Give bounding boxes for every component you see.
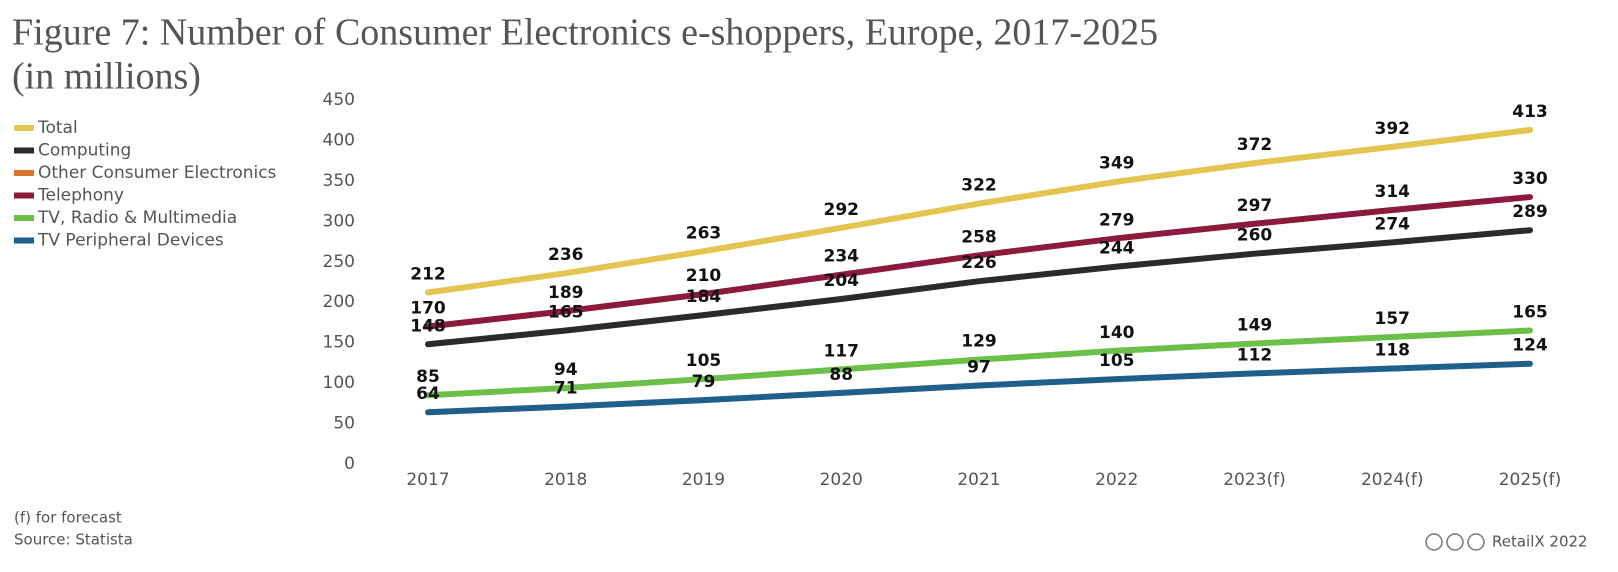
data-label: 263 [686, 223, 722, 243]
data-label: 372 [1237, 135, 1273, 155]
data-label: 279 [1099, 210, 1135, 230]
data-label: 260 [1237, 226, 1273, 246]
legend-swatch [14, 170, 34, 176]
data-label: 129 [961, 332, 997, 352]
series-line [425, 327, 1533, 399]
source: Source: Statista [14, 531, 133, 549]
data-label: 105 [1099, 351, 1135, 371]
y-tick-label: 400 [323, 130, 355, 150]
data-label: 88 [829, 365, 853, 385]
y-tick-label: 50 [333, 414, 355, 434]
x-tick-label: 2019 [682, 470, 725, 490]
x-tick-label: 2023(f) [1223, 470, 1286, 490]
data-label: 140 [1099, 323, 1135, 343]
data-label: 124 [1512, 336, 1548, 356]
data-label: 148 [410, 316, 446, 336]
data-label: 97 [967, 358, 991, 378]
data-label: 184 [686, 287, 722, 307]
legend-label: TV Peripheral Devices [37, 231, 224, 251]
y-tick-label: 150 [323, 333, 355, 353]
legend-swatch [14, 125, 34, 131]
data-label: 330 [1512, 169, 1548, 189]
data-label: 258 [961, 227, 997, 247]
data-label: 79 [692, 372, 716, 392]
y-tick-label: 200 [323, 292, 355, 312]
data-label: 94 [554, 360, 578, 380]
legend-label: TV, Radio & Multimedia [37, 208, 237, 228]
legend-swatch [14, 215, 34, 221]
data-label: 274 [1375, 214, 1411, 234]
data-label: 226 [961, 253, 997, 273]
legend-swatch [14, 237, 34, 244]
data-label: 210 [686, 266, 722, 286]
data-label: 236 [548, 245, 584, 265]
x-tick-label: 2021 [957, 470, 1000, 490]
legend-label: Computing [38, 141, 131, 161]
data-label: 118 [1375, 341, 1411, 361]
legend-label: Other Consumer Electronics [38, 163, 277, 183]
credit: RetailX 2022 [1492, 533, 1588, 551]
y-tick-label: 300 [323, 211, 355, 231]
data-label: 392 [1375, 119, 1411, 139]
data-label: 149 [1237, 315, 1273, 335]
cc-icons [1425, 533, 1485, 551]
x-tick-label: 2017 [406, 470, 449, 490]
data-label: 105 [686, 351, 722, 371]
x-tick-label: 2024(f) [1361, 470, 1424, 490]
y-tick-label: 100 [323, 373, 355, 393]
data-label: 289 [1512, 202, 1548, 222]
data-label: 244 [1099, 239, 1135, 259]
legend-swatch [14, 147, 34, 154]
y-tick-label: 250 [323, 252, 355, 272]
data-label: 165 [548, 303, 584, 323]
data-label: 349 [1099, 154, 1135, 174]
y-tick-label: 0 [344, 454, 355, 474]
data-label: 322 [961, 176, 997, 196]
footnote: (f) for forecast [14, 509, 122, 527]
data-label: 157 [1375, 309, 1411, 329]
series-line [425, 194, 1533, 330]
x-tick-label: 2022 [1095, 470, 1138, 490]
y-tick-label: 450 [323, 90, 355, 110]
series-line [425, 227, 1533, 348]
data-label: 413 [1512, 102, 1548, 122]
legend-swatch [14, 192, 34, 199]
legend-label: Telephony [37, 186, 124, 206]
data-label: 212 [410, 265, 446, 285]
data-label: 204 [824, 271, 860, 291]
x-tick-label: 2025(f) [1499, 470, 1562, 490]
chart-title: Figure 7: Number of Consumer Electronics… [12, 12, 1158, 54]
series-line [425, 360, 1533, 416]
data-label: 165 [1512, 303, 1548, 323]
data-label: 64 [416, 384, 440, 404]
data-label: 292 [824, 200, 860, 220]
data-label: 112 [1237, 345, 1273, 365]
data-label: 71 [554, 379, 578, 399]
x-tick-label: 2018 [544, 470, 587, 490]
data-label: 85 [416, 367, 440, 387]
chart-subtitle: (in millions) [12, 56, 201, 98]
legend-label: Total [37, 118, 78, 138]
y-tick-label: 350 [323, 171, 355, 191]
data-label: 189 [548, 283, 584, 303]
series-line [425, 126, 1533, 296]
data-label: 297 [1237, 196, 1273, 216]
data-label: 234 [824, 247, 860, 267]
data-label: 117 [824, 341, 860, 361]
data-label: 314 [1375, 182, 1411, 202]
data-label: 170 [410, 298, 446, 318]
x-tick-label: 2020 [820, 470, 863, 490]
